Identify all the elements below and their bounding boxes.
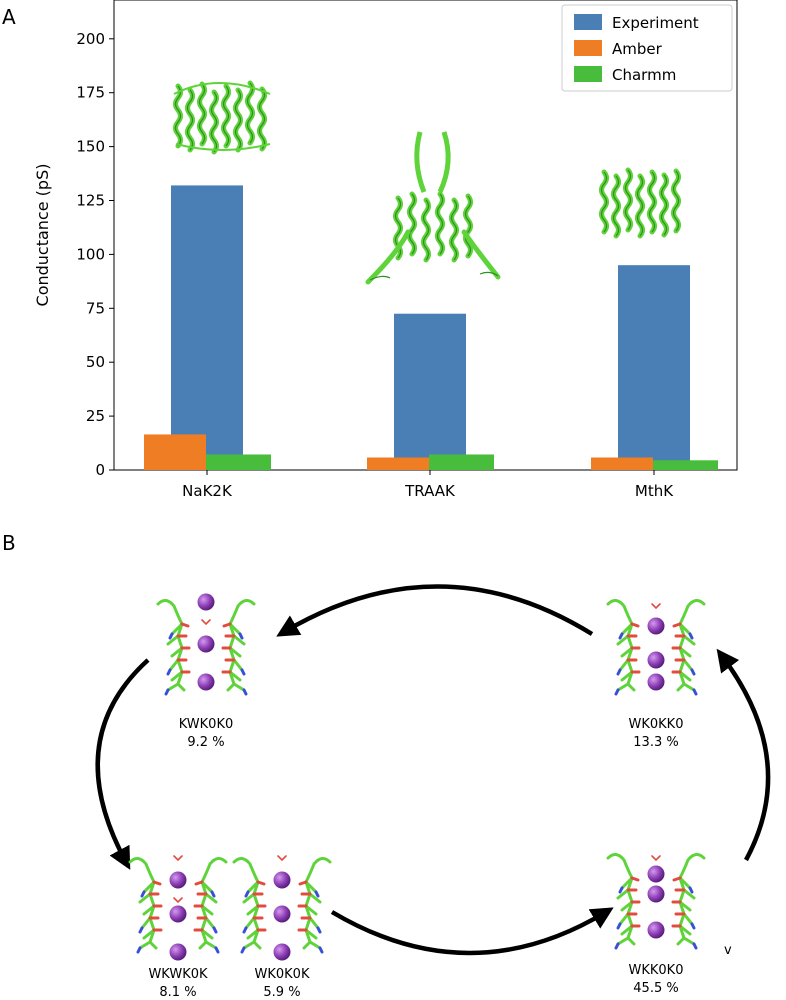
ion-icon: [197, 673, 215, 691]
bars: [144, 185, 718, 470]
ion-icon: [169, 943, 187, 961]
state-pct-wk0kk0: 13.3 %: [633, 735, 678, 750]
y-tick-label: 175: [76, 84, 105, 102]
bar-charmm-mthk: [653, 460, 718, 470]
ion-icon: [273, 943, 291, 961]
y-tick-label: 25: [86, 407, 105, 425]
bar-chart: 0 25 50 75 100 125 150 175 200 NaK2K TRAAK MthK Co…: [33, 0, 738, 500]
legend: Experiment Amber Charmm: [561, 4, 733, 92]
x-tick-label-traak: TRAAK: [404, 482, 456, 500]
state-name-wkwk0k: WKWK0K: [148, 967, 208, 982]
ion-icon: [197, 635, 215, 653]
bar-amber-mthk: [591, 457, 653, 470]
bar-charmm-traak: [429, 454, 494, 470]
y-tick-label: 100: [76, 245, 105, 263]
ion-icon: [647, 673, 665, 691]
ion-icon: [647, 885, 665, 903]
state-pct-wkk0k0: 45.5 %: [633, 981, 678, 996]
ion-icon: [647, 921, 665, 939]
ion-icon: [647, 617, 665, 635]
bar-experiment-traak: [394, 313, 466, 470]
legend-swatch-experiment: [574, 14, 602, 30]
y-axis-label: Conductance (pS): [33, 164, 52, 307]
ion-icon: [273, 871, 291, 889]
arrow-to-kwk0k0: [276, 584, 594, 637]
ion-icon: [273, 905, 291, 923]
x-ticks: NaK2K TRAAK MthK: [182, 470, 674, 500]
panel-a-letter: A: [2, 5, 16, 29]
y-tick-label: 75: [86, 299, 105, 317]
legend-label-amber: Amber: [612, 40, 663, 58]
ion-icon: [647, 651, 665, 669]
state-name-wkk0k0: WKK0K0: [629, 963, 684, 978]
ion-icon: [169, 871, 187, 889]
mthk-structure-image: [602, 170, 679, 236]
legend-label-charmm: Charmm: [612, 66, 676, 84]
legend-label-experiment: Experiment: [612, 14, 699, 32]
panel-b-letter: B: [2, 531, 16, 555]
state-pct-kwk0k0: 9.2 %: [187, 735, 224, 750]
stray-mark: v: [724, 943, 732, 958]
state-name-wk0k0k: WK0K0K: [255, 967, 310, 982]
bar-charmm-nak2k: [206, 454, 271, 470]
state-wk0kk0-structure: [606, 598, 706, 696]
arrow-to-wkwk0k: [95, 658, 150, 870]
state-pct-wkwk0k: 8.1 %: [159, 985, 196, 1000]
y-tick-label: 200: [76, 30, 105, 48]
ion-icon: [169, 905, 187, 923]
legend-swatch-amber: [574, 40, 602, 56]
x-tick-label-nak2k: NaK2K: [182, 482, 233, 500]
x-tick-label-mthk: MthK: [635, 482, 674, 500]
y-tick-label: 125: [76, 192, 105, 210]
arrow-to-wkk0k0: [330, 907, 614, 956]
state-pct-wk0k0k: 5.9 %: [263, 985, 300, 1000]
state-name-kwk0k0: KWK0K0: [179, 717, 234, 732]
legend-swatch-charmm: [574, 66, 602, 82]
state-name-wk0kk0: WK0KK0: [629, 717, 684, 732]
ion-icon: [647, 865, 665, 883]
bar-experiment-mthk: [618, 265, 690, 470]
state-kwk0k0-structure: [156, 593, 256, 696]
ion-icon: [197, 593, 215, 611]
bar-experiment-nak2k: [171, 185, 243, 470]
y-ticks: 0 25 50 75 100 125 150 175 200: [76, 30, 114, 479]
y-tick-label: 0: [95, 461, 105, 479]
state-wkk0k0-structure: [606, 852, 706, 950]
y-tick-label: 50: [86, 353, 105, 371]
state-wk0k0k-structure: [232, 855, 332, 961]
bar-amber-nak2k: [144, 434, 206, 470]
nak2k-structure-image: [174, 83, 271, 152]
traak-structure-image: [365, 131, 501, 285]
arrow-to-wk0kk0: [716, 648, 771, 862]
state-wkwk0k-structure: [128, 855, 228, 961]
y-tick-label: 150: [76, 138, 105, 156]
cycle-arrows: [95, 584, 771, 956]
bar-amber-traak: [367, 457, 429, 470]
